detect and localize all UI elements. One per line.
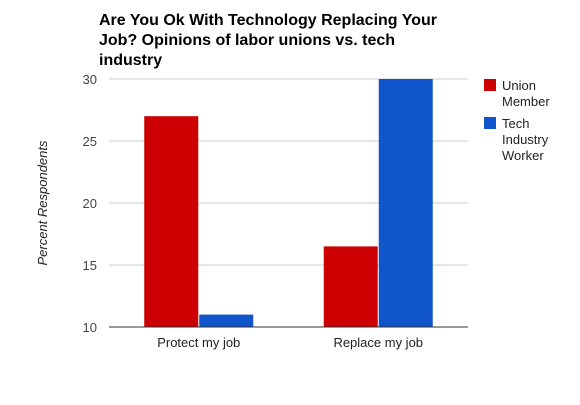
y-tick-label: 10 <box>83 320 97 335</box>
bar-series-0-cat-1 <box>323 246 378 327</box>
y-tick-label: 30 <box>83 72 97 87</box>
chart-title: Are You Ok With Technology Replacing You… <box>99 12 437 69</box>
y-axis-ticks: 10 15 20 25 30 <box>83 72 97 335</box>
y-axis-label: Percent Respondents <box>35 140 50 266</box>
legend-swatch-1 <box>484 117 496 129</box>
legend-label-1: Tech <box>502 116 529 131</box>
legend-label-0: Union <box>502 78 536 93</box>
chart-title-line-3: industry <box>99 52 162 69</box>
chart-title-line-2: Job? Opinions of labor unions vs. tech <box>99 32 395 49</box>
legend-swatch-0 <box>484 79 496 91</box>
y-tick-label: 20 <box>83 196 97 211</box>
bar-series-1-cat-1 <box>378 79 433 327</box>
x-category-label: Protect my job <box>157 335 240 350</box>
legend-label-0: Member <box>502 94 550 109</box>
bar-series-1-cat-0 <box>199 314 254 327</box>
bars <box>144 79 433 327</box>
y-tick-label: 25 <box>83 134 97 149</box>
x-category-label: Replace my job <box>333 335 423 350</box>
legend-label-1: Worker <box>502 148 544 163</box>
legend-label-1: Industry <box>502 132 549 147</box>
bar-series-0-cat-0 <box>144 116 199 327</box>
x-axis-categories: Protect my job Replace my job <box>157 335 423 350</box>
y-tick-label: 15 <box>83 258 97 273</box>
chart-title-line-1: Are You Ok With Technology Replacing You… <box>99 12 437 29</box>
